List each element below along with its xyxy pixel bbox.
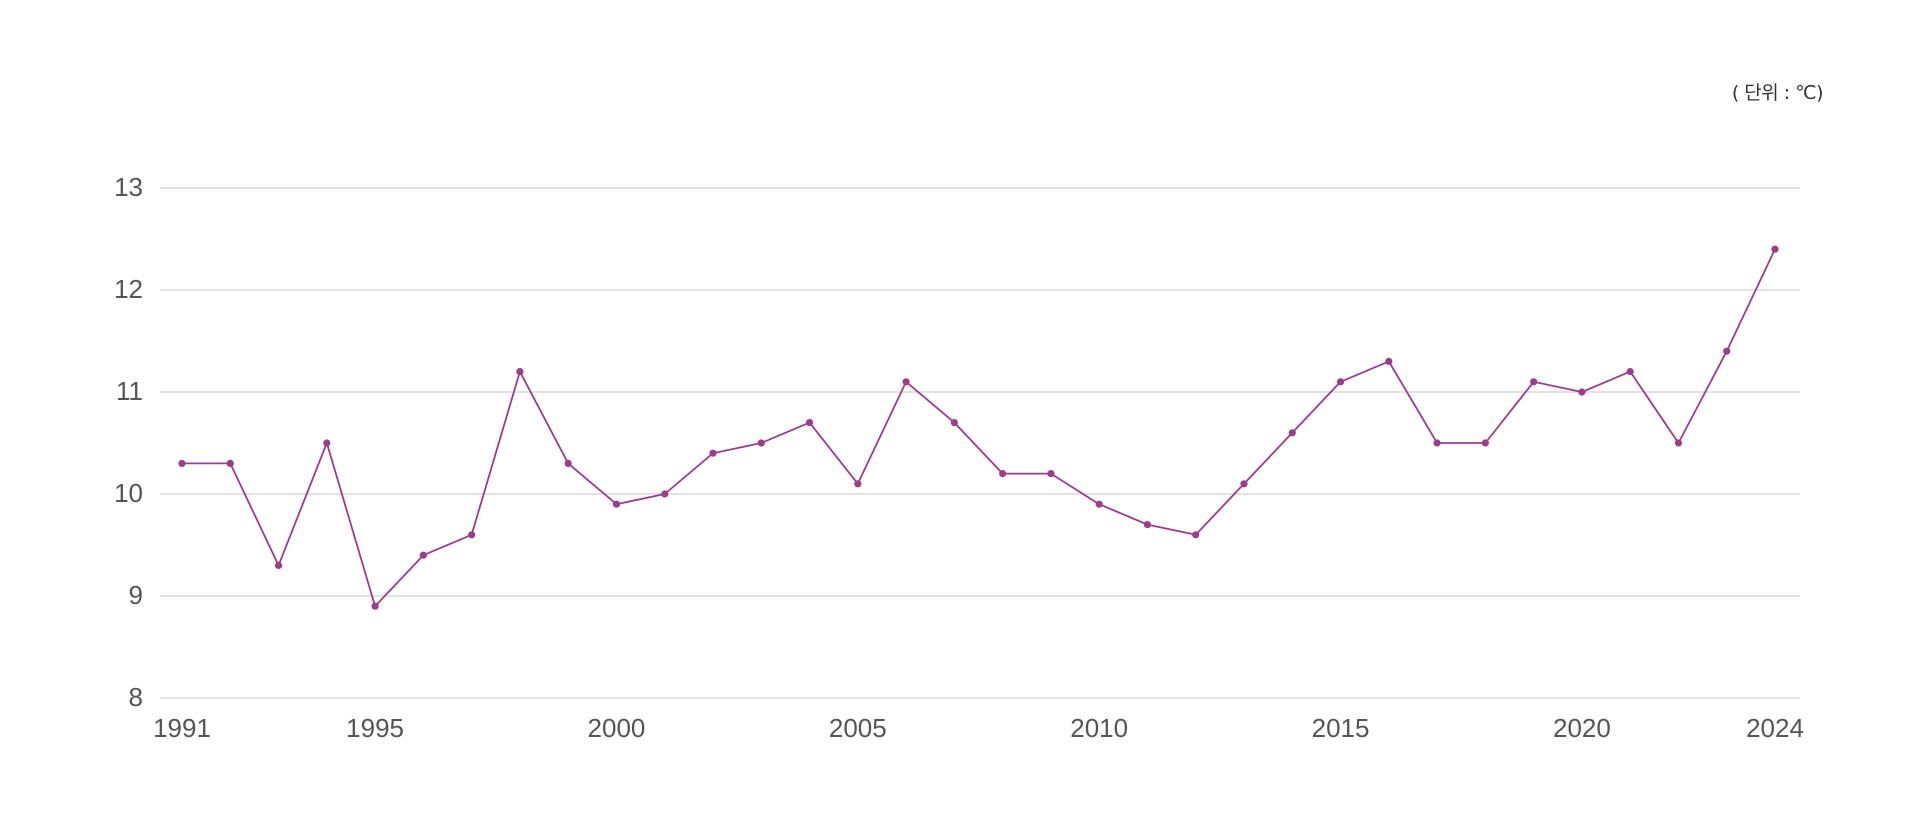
data-point-1992 — [226, 459, 234, 467]
data-point-2018 — [1481, 439, 1489, 447]
x-tick-label: 1991 — [153, 713, 211, 743]
data-point-2013 — [1240, 480, 1248, 488]
x-tick-label: 2010 — [1070, 713, 1128, 743]
data-point-2021 — [1626, 368, 1634, 376]
data-point-2011 — [1143, 521, 1152, 529]
x-tick-label: 2005 — [829, 713, 887, 743]
x-axis-ticks: 1991 1995 2000 2005 2010 2015 2020 2024 — [153, 713, 1804, 743]
data-point-2007 — [950, 419, 958, 427]
data-point-2016 — [1385, 357, 1393, 365]
y-axis-ticks: 8 9 10 11 12 13 — [114, 172, 143, 712]
y-tick-label: 9 — [129, 580, 143, 610]
data-point-2020 — [1578, 388, 1586, 396]
data-point-2001 — [661, 490, 669, 498]
data-point-2009 — [1047, 470, 1055, 478]
data-point-1994 — [323, 439, 331, 447]
series-line — [182, 248, 1776, 608]
x-tick-label: 1995 — [346, 713, 404, 743]
data-point-1998 — [516, 368, 524, 376]
data-point-2022 — [1674, 439, 1683, 447]
series-temperature — [178, 245, 1779, 610]
data-point-1995 — [371, 602, 379, 610]
x-tick-label: 2024 — [1746, 713, 1804, 743]
data-point-2006 — [902, 378, 910, 386]
data-point-2010 — [1095, 500, 1103, 508]
data-point-2008 — [999, 470, 1007, 478]
data-point-2017 — [1433, 439, 1441, 447]
y-tick-label: 11 — [116, 376, 143, 406]
data-point-1999 — [564, 459, 572, 467]
data-point-2015 — [1336, 378, 1345, 386]
data-point-2002 — [709, 449, 717, 457]
data-point-2023 — [1723, 347, 1731, 355]
y-tick-label: 10 — [114, 478, 143, 508]
data-point-1997 — [468, 531, 476, 539]
y-tick-label: 13 — [114, 172, 143, 202]
gridlines — [160, 187, 1800, 699]
y-tick-label: 8 — [129, 682, 143, 712]
data-point-2019 — [1530, 378, 1538, 386]
data-point-2000 — [612, 500, 621, 508]
data-point-1991 — [178, 459, 186, 467]
unit-label: ( 단위 : ℃) — [1731, 82, 1824, 104]
data-point-1993 — [274, 561, 283, 570]
x-tick-label: 2000 — [588, 713, 646, 743]
y-tick-label: 12 — [114, 274, 143, 304]
data-point-1996 — [419, 551, 427, 559]
data-point-2012 — [1192, 531, 1200, 539]
x-tick-label: 2020 — [1553, 713, 1611, 743]
data-point-2014 — [1288, 429, 1296, 437]
data-point-2005 — [854, 480, 862, 488]
x-tick-label: 2015 — [1312, 713, 1370, 743]
data-point-2024 — [1771, 245, 1779, 253]
data-point-2004 — [805, 419, 814, 427]
data-point-2003 — [757, 439, 765, 447]
